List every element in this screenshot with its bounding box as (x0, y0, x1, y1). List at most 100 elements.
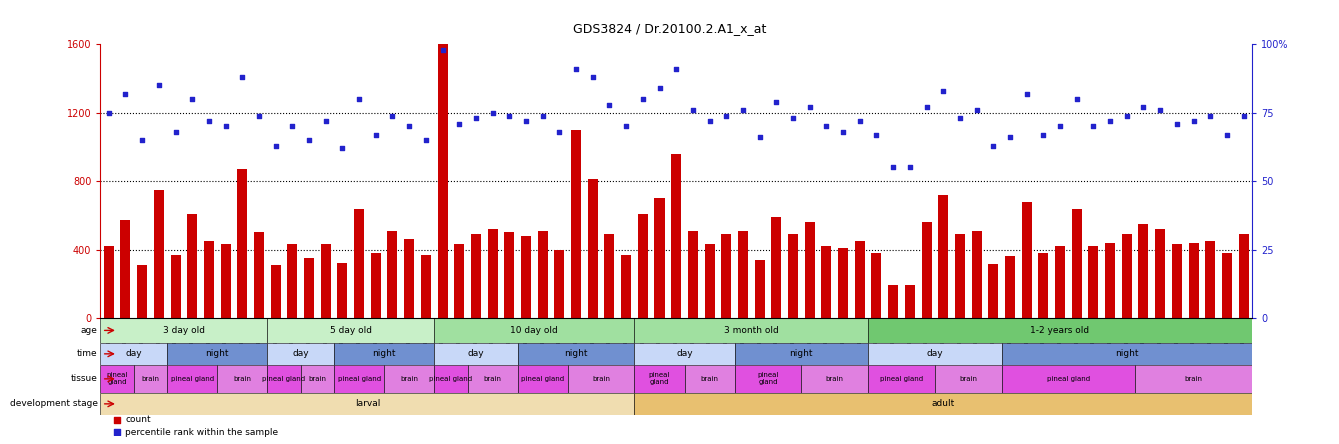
Text: larval: larval (355, 399, 380, 408)
Point (482, 109, 503, 116)
Bar (854, 241, 865, 318)
Bar (333, 343, 434, 365)
Bar (371, 253, 380, 318)
Bar (821, 246, 832, 318)
Text: GDS3824 / Dr.20100.2.A1_x_at: GDS3824 / Dr.20100.2.A1_x_at (573, 22, 766, 35)
Bar (301, 365, 333, 393)
Point (315, 117, 336, 124)
Point (932, 87, 953, 95)
Point (281, 123, 303, 130)
Bar (217, 365, 268, 393)
Point (965, 107, 987, 114)
Bar (434, 365, 467, 393)
Point (516, 117, 537, 124)
Bar (518, 365, 568, 393)
Point (198, 117, 220, 124)
Point (115, 90, 137, 97)
Text: pineal gland: pineal gland (170, 376, 214, 382)
Point (532, 112, 553, 119)
Bar (684, 365, 735, 393)
Bar (635, 318, 868, 343)
Bar (353, 209, 364, 318)
Text: brain: brain (483, 376, 502, 382)
Text: count: count (126, 416, 151, 424)
Point (1066, 95, 1087, 103)
Point (106, 428, 127, 436)
Bar (738, 231, 749, 318)
Bar (972, 231, 981, 318)
Bar (221, 244, 230, 318)
Point (182, 95, 204, 103)
Text: pineal gland: pineal gland (262, 376, 305, 382)
Point (599, 101, 620, 108)
Bar (905, 285, 915, 318)
Bar (755, 260, 765, 318)
Point (549, 128, 570, 135)
Text: day: day (126, 349, 142, 358)
Point (916, 104, 937, 111)
Bar (1089, 246, 1098, 318)
Point (1182, 117, 1204, 124)
Bar (134, 365, 167, 393)
Bar (1189, 243, 1198, 318)
Point (632, 95, 653, 103)
Bar (921, 222, 932, 318)
Text: day: day (467, 349, 485, 358)
Bar (103, 246, 114, 318)
Bar (888, 285, 898, 318)
Bar (100, 365, 134, 393)
Bar (1071, 209, 1082, 318)
Bar (1002, 343, 1252, 365)
Bar (604, 234, 615, 318)
Text: pineal
gland: pineal gland (758, 373, 779, 385)
Bar (438, 44, 447, 318)
Point (106, 416, 127, 424)
Point (265, 142, 287, 149)
Text: 3 day old: 3 day old (163, 326, 205, 335)
Bar (268, 318, 434, 343)
Point (399, 123, 420, 130)
Bar (635, 393, 1252, 415)
Bar (100, 318, 268, 343)
Bar (321, 244, 331, 318)
Point (565, 65, 586, 72)
Bar (1156, 229, 1165, 318)
Point (332, 145, 353, 152)
Bar (872, 253, 881, 318)
Point (766, 98, 787, 105)
Bar (1105, 243, 1115, 318)
Bar (288, 244, 297, 318)
Bar (167, 343, 268, 365)
Bar (635, 343, 735, 365)
Text: time: time (78, 349, 98, 358)
Point (715, 112, 736, 119)
Bar (487, 229, 498, 318)
Point (214, 123, 236, 130)
Point (616, 123, 637, 130)
Bar (420, 255, 431, 318)
Point (1099, 117, 1121, 124)
Bar (1172, 244, 1182, 318)
Point (465, 115, 486, 122)
Text: brain: brain (826, 376, 844, 382)
Text: brain: brain (700, 376, 719, 382)
Text: night: night (564, 349, 588, 358)
Text: percentile rank within the sample: percentile rank within the sample (126, 428, 279, 436)
Text: brain: brain (1185, 376, 1202, 382)
Point (432, 46, 454, 53)
Point (1200, 112, 1221, 119)
Bar (505, 233, 514, 318)
Point (949, 115, 971, 122)
Text: pineal gland: pineal gland (880, 376, 923, 382)
Text: adult: adult (932, 399, 955, 408)
Bar (268, 343, 333, 365)
Bar (167, 365, 217, 393)
Point (232, 74, 253, 81)
Bar (254, 233, 264, 318)
Bar (939, 195, 948, 318)
Point (165, 128, 186, 135)
Point (999, 134, 1020, 141)
Bar (955, 234, 965, 318)
Bar (637, 214, 648, 318)
Bar (467, 365, 518, 393)
